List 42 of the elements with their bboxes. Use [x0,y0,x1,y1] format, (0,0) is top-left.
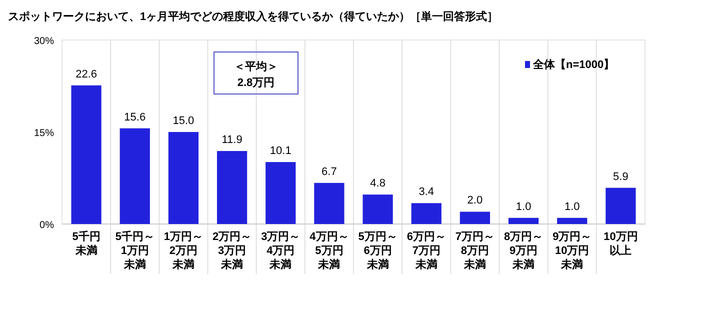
bar [71,85,102,224]
data-label: 22.6 [76,68,98,80]
data-label: 6.7 [322,166,337,178]
x-tick-label: 7万円～8万円未満 [455,231,495,271]
x-tick-label: 3万円～4万円未満 [261,231,300,271]
y-tick-label: 15% [34,128,54,139]
bar [314,182,344,224]
x-tick-label: 4万円～5万円未満 [310,231,349,271]
bar [606,188,636,224]
bar [508,218,539,224]
y-tick-label: 30% [34,36,54,47]
data-label: 5.9 [613,170,628,183]
x-tick-label: 8万円～9万円未満 [504,231,544,271]
y-tick-label: 0% [40,220,54,231]
data-label: 1.0 [516,200,532,213]
legend-label: 全体【n=1000】 [532,58,615,71]
x-tick-label: 9万円～10万円未満 [552,231,592,271]
data-label: 11.9 [222,134,242,146]
x-tick-label: 5万円～6万円未満 [358,231,398,271]
x-tick-label: 2万円～3万円未満 [212,231,252,271]
data-label: 4.8 [370,178,386,190]
data-label: 1.0 [564,200,580,213]
data-label: 3.4 [418,186,434,198]
data-label: 10.1 [270,145,292,158]
bar [120,128,150,224]
bar [362,194,393,224]
x-tick-label: 10万円以上 [604,231,638,257]
x-tick-label: 5千円未満 [72,230,100,257]
bar [460,212,490,224]
bar [216,151,248,224]
x-tick-label: 5千円～1万円未満 [115,230,154,271]
data-label: 2.0 [467,194,483,207]
chart-title: スポットワークにおいて、1ヶ月平均でどの程度収入を得ているか（得ていたか）［単一回答形式］ [8,10,498,23]
data-label: 15.0 [172,115,194,127]
x-tick-label: 6万円～7万円未満 [406,231,446,271]
bar [266,162,296,224]
annotation: ＜平均＞ 2.8万円 [234,60,278,89]
bar [411,203,442,224]
data-label: 15.6 [124,111,146,124]
bar [168,132,199,224]
x-tick-label: 1万円～2万円未満 [164,231,204,271]
bar [557,218,588,224]
